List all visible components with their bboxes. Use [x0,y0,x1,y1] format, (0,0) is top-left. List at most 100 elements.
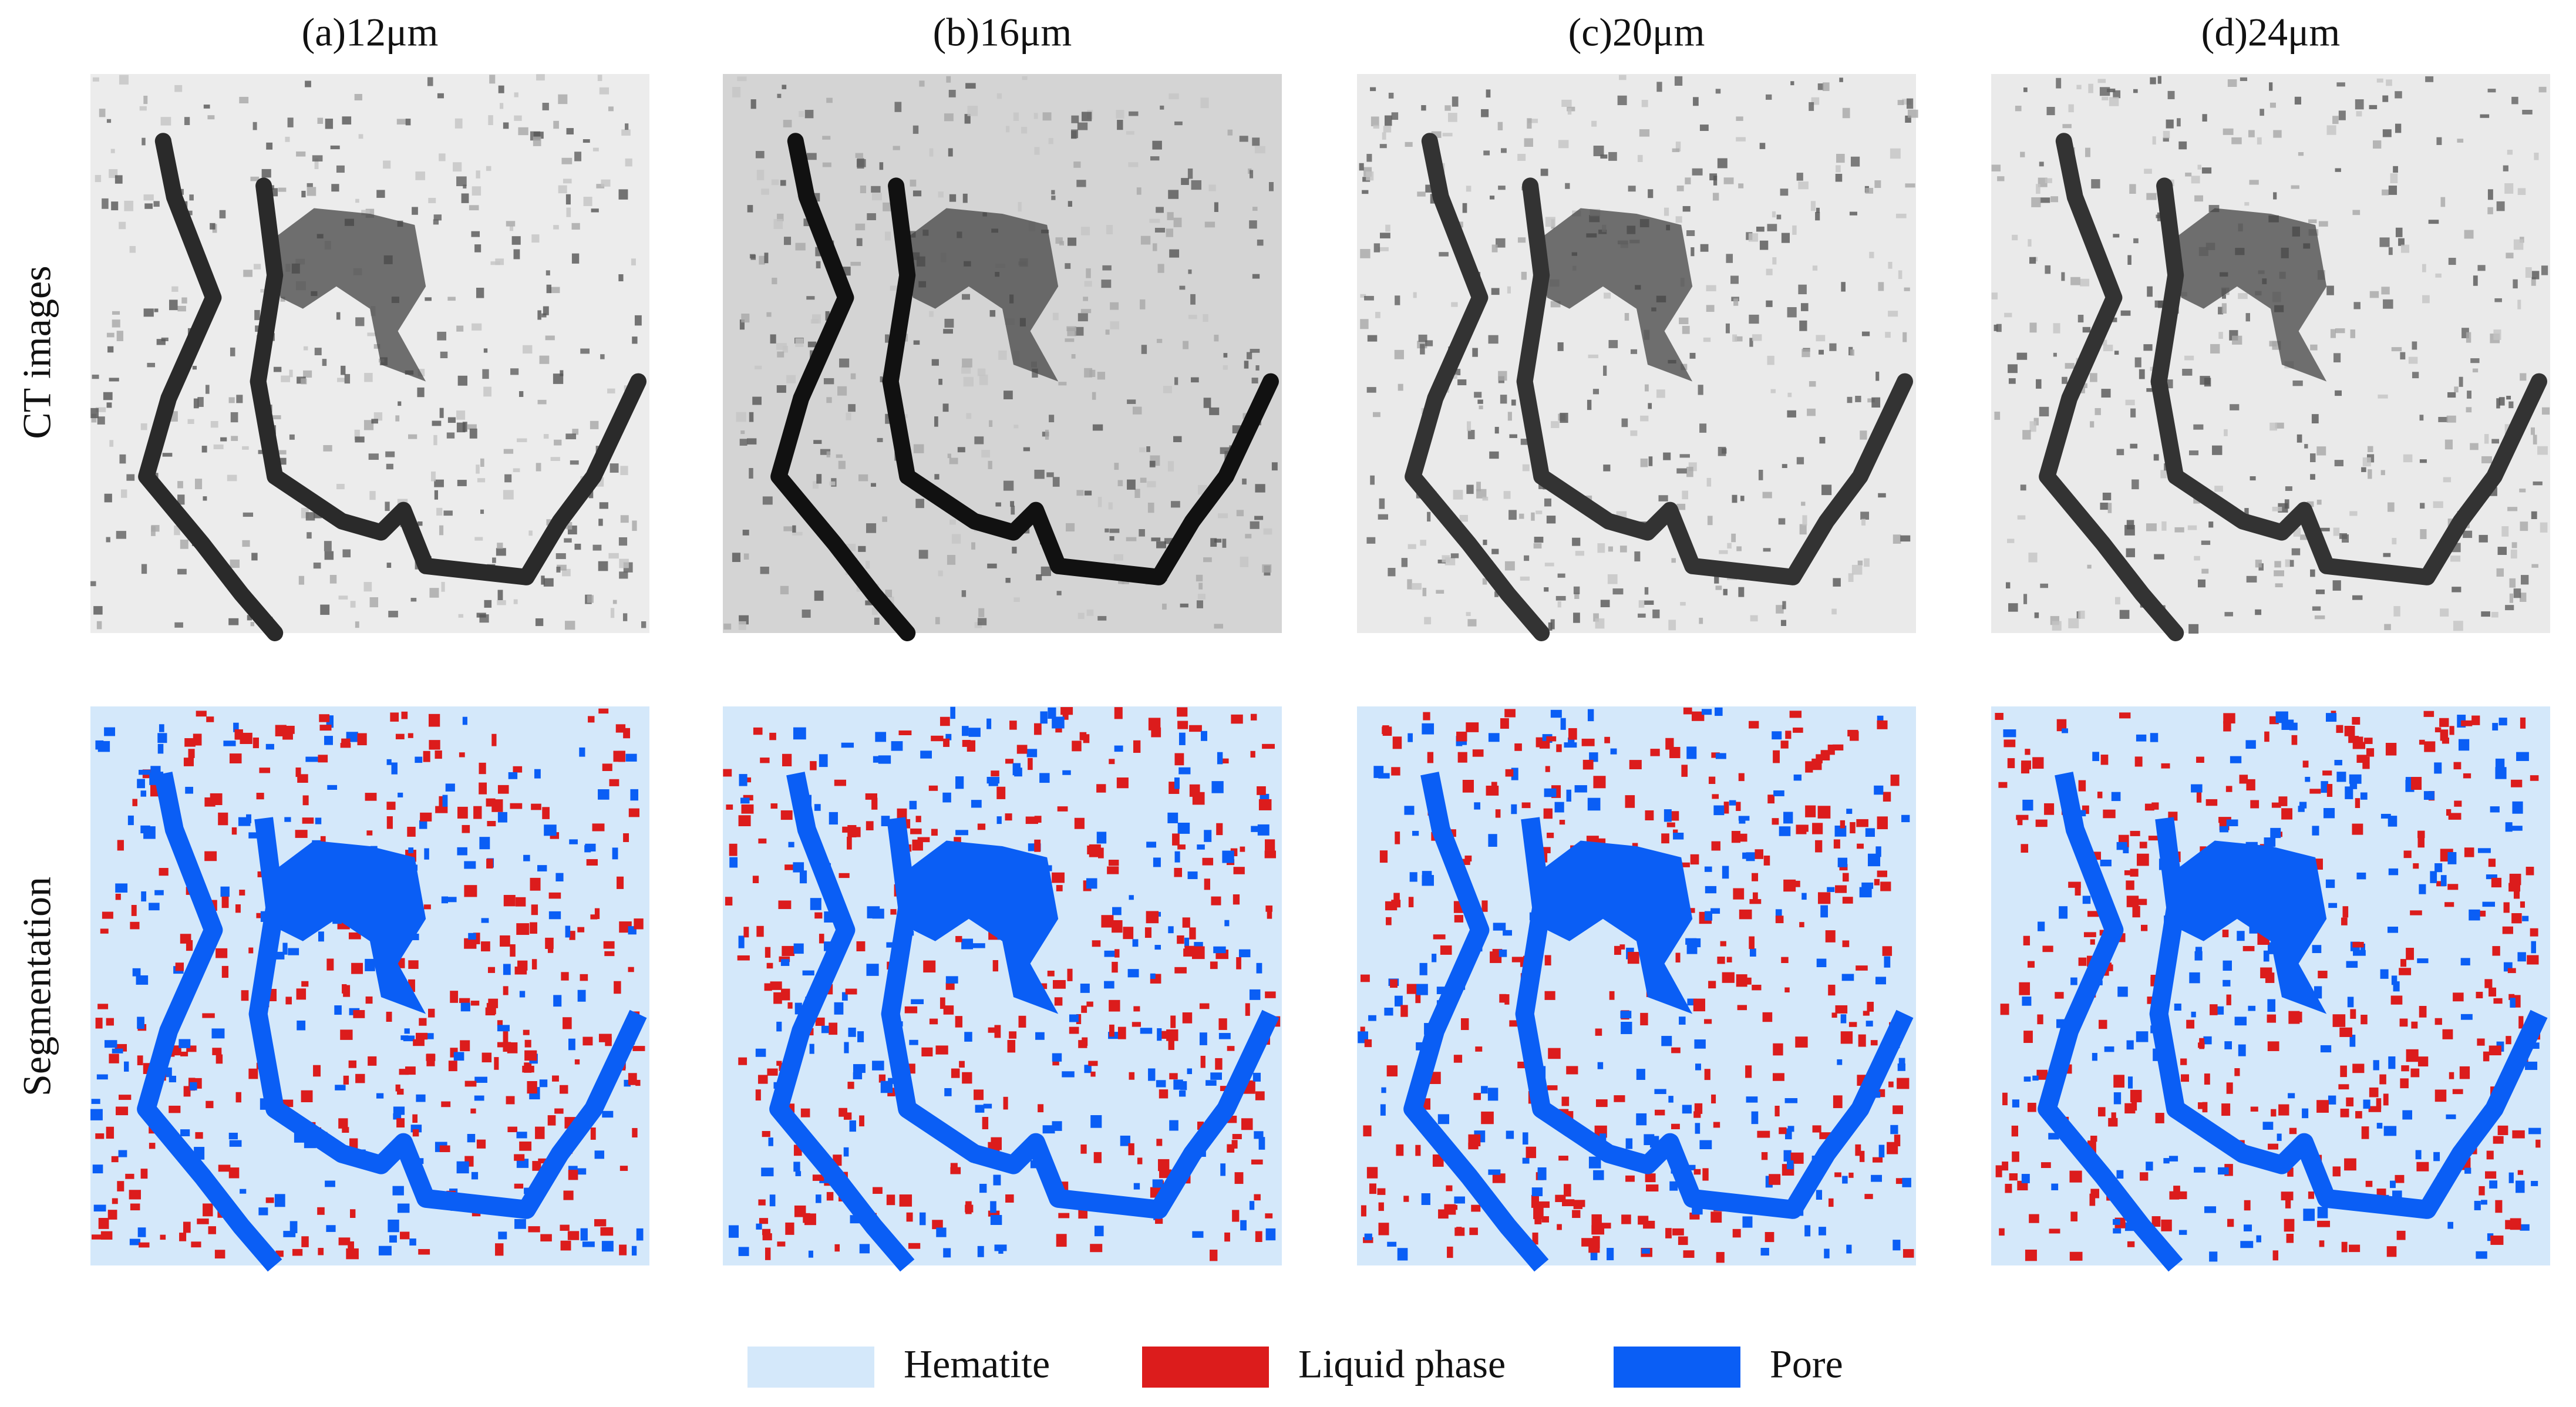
ct-speck [989,310,996,317]
phase-speck [1877,720,1888,729]
ct-speck [1706,305,1715,312]
ct-cluster [2170,208,2327,382]
phase-speck [1040,711,1048,724]
ct-speck [1018,202,1022,212]
phase-speck [2416,1162,2429,1172]
phase-speck [1595,1028,1602,1036]
ct-speck [2245,313,2250,322]
ct-speck [388,611,398,618]
phase-speck [962,740,971,747]
phase-speck [1587,797,1601,811]
ct-speck [1718,446,1726,456]
ct-speck [518,127,528,136]
phase-speck [580,974,588,981]
ct-speck [1167,461,1174,472]
ct-speck [2062,376,2067,384]
ct-speck [1767,355,1774,365]
ct-speck [457,480,467,486]
phase-speck [500,935,510,947]
ct-speck [2083,383,2087,388]
phase-speck [2489,1045,2501,1056]
phase-speck [1123,927,1134,940]
ct-speck [596,184,605,189]
phase-speck [2007,758,2015,769]
phase-speck [297,774,308,783]
ct-speck [385,501,390,511]
ct-speck [324,541,332,551]
phase-speck [497,785,509,794]
phase-speck [1541,1216,1549,1223]
phase-speck [302,817,314,824]
phase-speck [904,1006,918,1014]
ct-speck [1424,617,1432,625]
ct-speck [408,434,417,439]
ct-speck [1640,458,1648,467]
ct-speck [254,309,260,321]
phase-speck [2356,755,2368,763]
phase-speck [2022,997,2032,1006]
ct-speck [140,423,147,430]
phase-speck [2361,1014,2368,1025]
ct-speck [1486,89,1491,98]
ct-speck [1875,371,1880,381]
phase-speck [208,1226,216,1234]
ct-speck [1477,399,1483,404]
phase-speck [1665,738,1674,750]
ct-speck [732,553,741,563]
phase-speck [212,1048,222,1055]
phase-speck [1863,1011,1870,1016]
phase-speck [1096,784,1106,793]
phase-speck [2434,727,2442,733]
phase-speck [2038,921,2045,931]
phase-speck [964,1032,972,1042]
phase-speck [149,903,160,911]
ct-speck [230,347,235,356]
phase-speck [2267,1041,2279,1051]
phase-speck [2291,735,2298,745]
phase-speck [988,1027,999,1033]
ct-speck [987,563,997,568]
phase-speck [2423,791,2434,800]
phase-speck [994,1244,1007,1251]
phase-speck [357,733,367,746]
ct-speck [2491,612,2498,618]
phase-speck [460,1002,470,1012]
phase-speck [1890,1125,1898,1135]
phase-speck [185,786,193,794]
ct-speck [1385,224,1390,232]
ct-speck [1171,501,1180,508]
phase-speck [1187,1068,1193,1075]
ct-speck [177,568,187,575]
phase-speck [334,1005,342,1015]
ct-speck [562,568,571,577]
phase-speck [117,1181,124,1191]
phase-speck [1683,1250,1695,1258]
ct-speck [1113,554,1124,561]
ct-speck [230,412,238,423]
ct-speck [1141,345,1147,354]
phase-speck [2196,756,2204,763]
ct-speck [761,189,769,195]
ct-speck [2016,352,2028,360]
ct-speck [2036,184,2040,194]
phase-speck [479,782,487,795]
ct-speck [1489,196,1495,200]
ct-speck [1055,237,1063,244]
ct-speck [2020,484,2026,491]
phase-speck [1682,1105,1692,1114]
ct-speck [439,525,444,536]
phase-speck [1812,1125,1821,1133]
ct-speck [2113,90,2121,99]
ct-speck [1152,140,1162,150]
phase-speck [601,1241,614,1252]
ct-speck [1156,541,1166,548]
ct-speck [2193,424,2204,430]
phase-speck [2123,847,2129,854]
phase-speck [758,838,767,844]
ct-speck [913,444,924,453]
phase-speck [2387,927,2399,933]
ct-speck [119,454,126,464]
ct-speck [228,397,235,403]
ct-speck [2408,356,2418,364]
ct-speck [1850,156,1860,167]
